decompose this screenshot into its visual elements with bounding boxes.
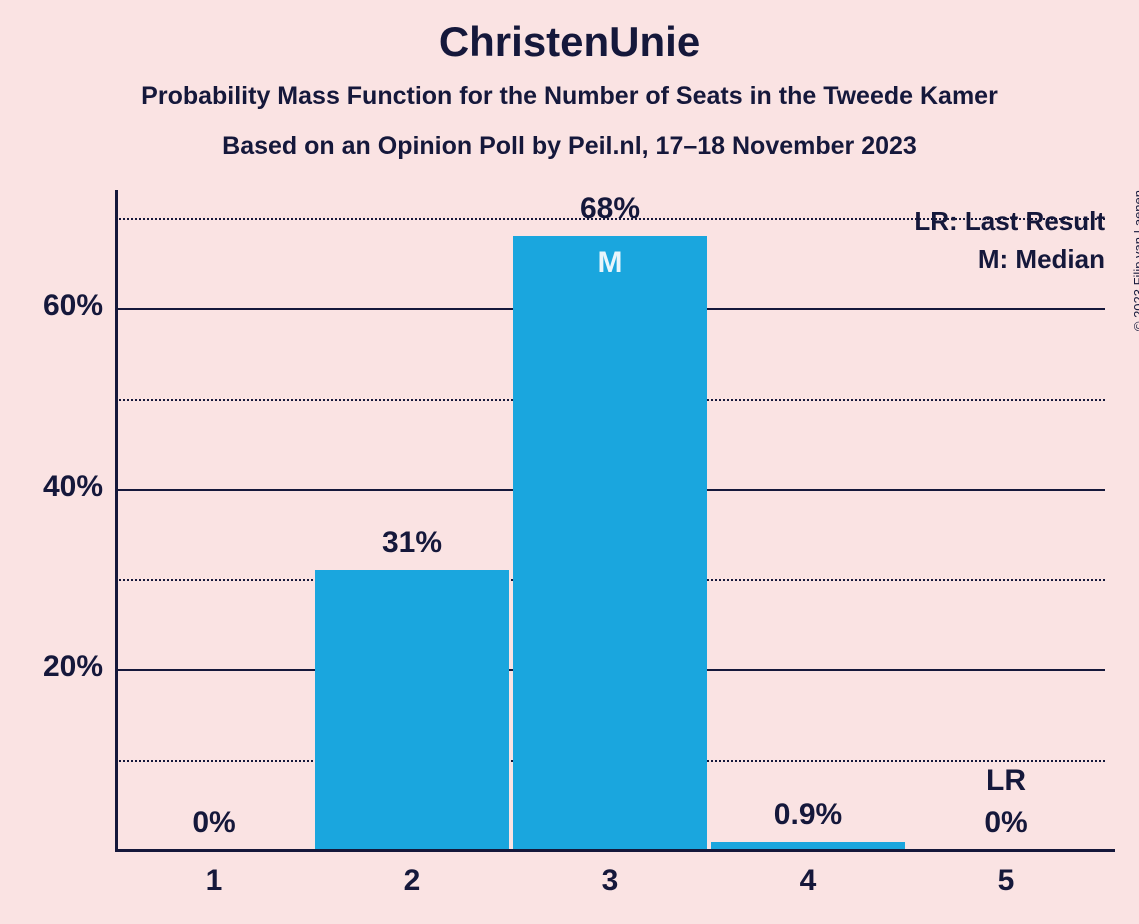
chart-root: ChristenUnie Probability Mass Function f…: [0, 0, 1139, 924]
ytick-label: 60%: [13, 289, 103, 323]
xtick-label: 4: [709, 864, 907, 898]
median-label: M: [513, 246, 707, 280]
bar-value-label: 0%: [115, 806, 313, 840]
lr-label: LR: [907, 764, 1105, 798]
bar-value-label: 0.9%: [709, 798, 907, 832]
y-axis-line: [115, 190, 118, 850]
xtick-label: 2: [313, 864, 511, 898]
legend-m: M: Median: [978, 244, 1105, 275]
legend-lr: LR: Last Result: [914, 206, 1105, 237]
chart-title: ChristenUnie: [0, 18, 1139, 66]
bar-value-label: 31%: [313, 526, 511, 560]
xtick-label: 5: [907, 864, 1105, 898]
plot-area: 0%31%68%M0.9%0%LR: [115, 200, 1105, 850]
bar-value-label: 0%: [907, 806, 1105, 840]
xtick-label: 1: [115, 864, 313, 898]
copyright-text: © 2023 Filip van Laenen: [1131, 190, 1139, 331]
chart-subtitle-2: Based on an Opinion Poll by Peil.nl, 17–…: [0, 132, 1139, 161]
bar: [513, 236, 707, 850]
bar-value-label: 68%: [511, 192, 709, 226]
xtick-label: 3: [511, 864, 709, 898]
bar: [315, 570, 509, 850]
chart-subtitle-1: Probability Mass Function for the Number…: [0, 82, 1139, 111]
x-axis-line: [115, 849, 1115, 852]
ytick-label: 40%: [13, 470, 103, 504]
ytick-label: 20%: [13, 650, 103, 684]
